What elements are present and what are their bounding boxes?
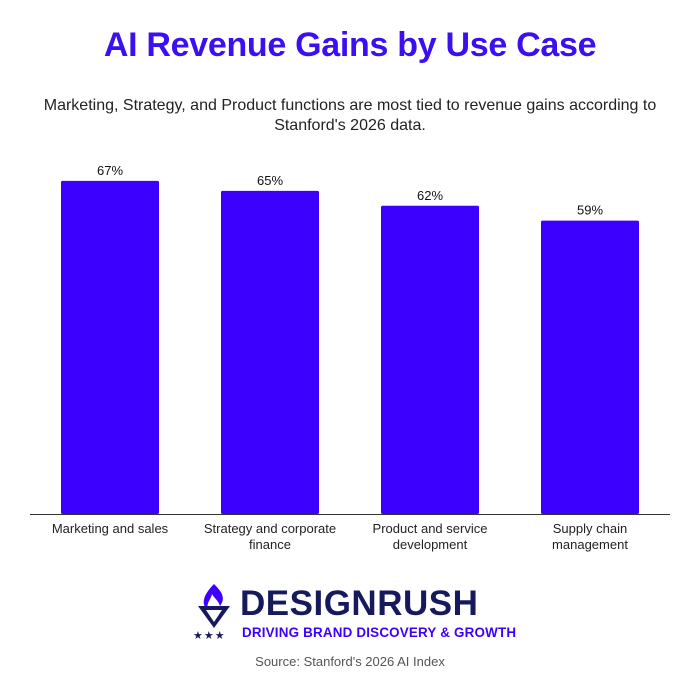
data-label: 67% — [97, 163, 123, 178]
category-label: Supply chain management — [552, 521, 628, 552]
bar — [61, 180, 159, 514]
bar — [541, 220, 639, 514]
data-label: 59% — [577, 203, 603, 218]
rating-stars: ★★★ — [193, 630, 226, 642]
designrush-logo: ★★★ DESIGNRUSH DRIVING BRAND DISCOVERY &… — [190, 582, 520, 644]
brand-tagline: DRIVING BRAND DISCOVERY & GROWTH — [242, 625, 517, 640]
chart-subtitle: Marketing, Strategy, and Product functio… — [43, 97, 657, 134]
bar — [381, 205, 479, 514]
category-label: Marketing and sales — [52, 521, 169, 536]
bar — [221, 190, 319, 514]
category-label: Strategy and corporate finance — [204, 521, 336, 552]
brand-name: DESIGNRUSH — [240, 584, 479, 623]
data-label: 62% — [417, 188, 443, 203]
data-label: 65% — [257, 173, 283, 188]
torch-icon — [198, 584, 230, 628]
source-note: Source: Stanford's 2026 AI Index — [255, 654, 445, 669]
chart-title: AI Revenue Gains by Use Case — [103, 26, 597, 64]
category-label: Product and service development — [373, 521, 488, 552]
